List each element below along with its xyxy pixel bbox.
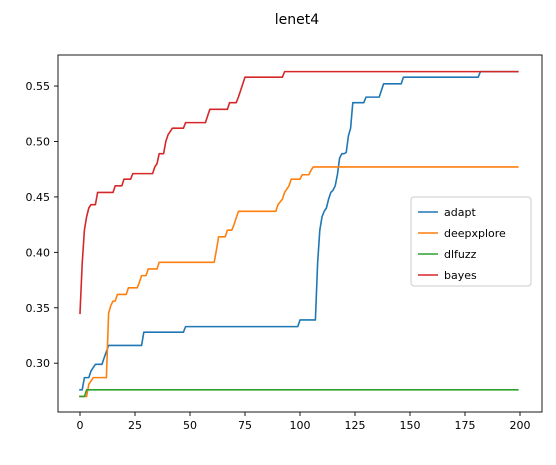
y-tick-label: 0.50 — [26, 135, 51, 148]
x-tick-label: 50 — [183, 419, 197, 432]
y-tick-label: 0.35 — [26, 302, 51, 315]
chart-title: lenet4 — [275, 12, 319, 28]
y-tick-label: 0.30 — [26, 357, 51, 370]
x-tick-label: 125 — [345, 419, 366, 432]
x-tick-label: 25 — [128, 419, 142, 432]
x-tick-label: 0 — [77, 419, 84, 432]
legend-label: adapt — [444, 206, 476, 219]
y-tick-label: 0.45 — [26, 191, 51, 204]
legend-label: bayes — [444, 269, 477, 282]
x-tick-label: 200 — [510, 419, 531, 432]
y-tick-label: 0.40 — [26, 246, 51, 259]
x-tick-label: 75 — [238, 419, 252, 432]
x-tick-label: 100 — [290, 419, 311, 432]
x-tick-label: 175 — [455, 419, 476, 432]
legend: adapt deepxplore dlfuzz bayes — [411, 197, 531, 286]
y-tick-label: 0.55 — [26, 80, 51, 93]
legend-label: deepxplore — [444, 227, 506, 240]
legend-label: dlfuzz — [444, 248, 477, 261]
x-tick-label: 150 — [400, 419, 421, 432]
